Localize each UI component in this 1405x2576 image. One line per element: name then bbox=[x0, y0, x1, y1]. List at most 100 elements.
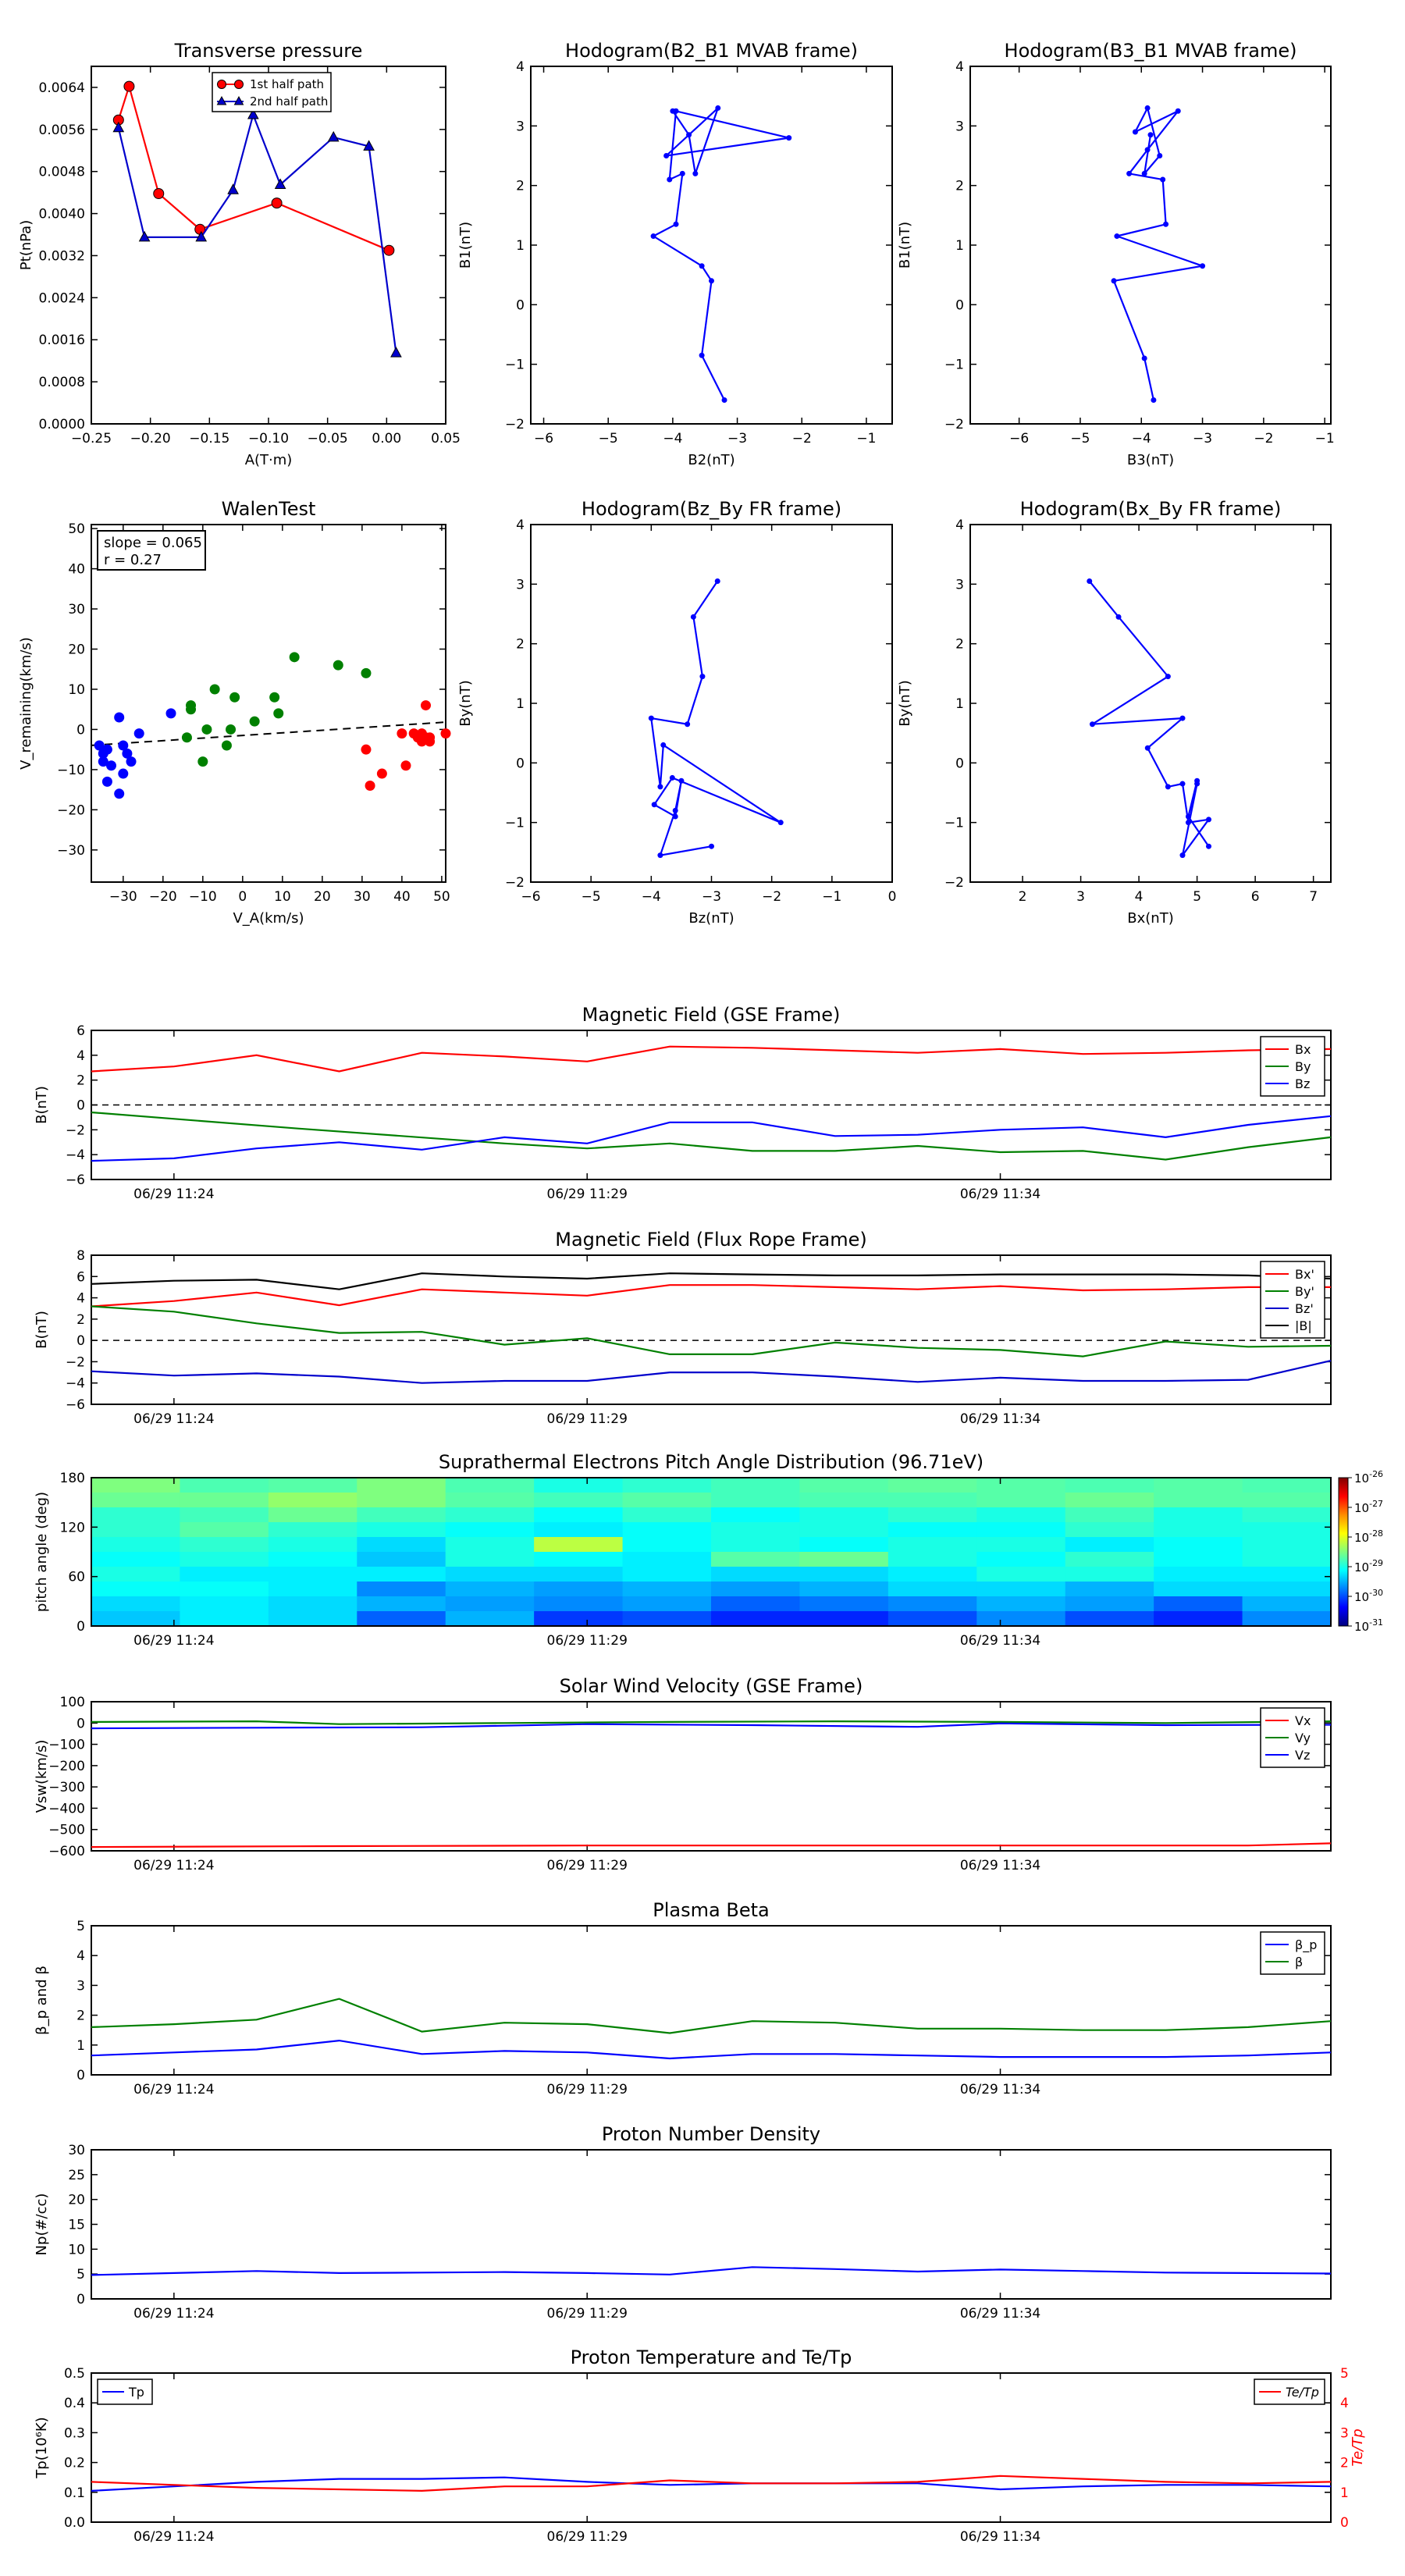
series-line-Vz bbox=[91, 1722, 1332, 1730]
heatmap-cell bbox=[180, 1537, 269, 1553]
legend-label: By bbox=[1295, 1059, 1311, 1074]
y-axis-label: B1(nT) bbox=[457, 222, 474, 269]
y-tick-label: 100 bbox=[60, 1695, 85, 1710]
data-point bbox=[1163, 221, 1169, 227]
heatmap-cell bbox=[799, 1478, 889, 1493]
data-point bbox=[112, 121, 125, 133]
data-point bbox=[420, 700, 431, 711]
x-tick-label: −6 bbox=[534, 431, 553, 447]
legend-label: Vz bbox=[1295, 1748, 1310, 1763]
y-tick-label: 0 bbox=[76, 1619, 85, 1635]
y-axis-label: B1(nT) bbox=[897, 222, 913, 269]
y-tick-label: −20 bbox=[57, 802, 85, 818]
heatmap-cell bbox=[534, 1522, 624, 1538]
legend-label: |B| bbox=[1295, 1318, 1312, 1333]
heatmap-cell bbox=[1065, 1522, 1154, 1538]
data-point bbox=[209, 684, 220, 695]
y-tick-label: 2 bbox=[516, 179, 525, 194]
heatmap-cell bbox=[799, 1507, 889, 1523]
y-axis-label: By(nT) bbox=[897, 680, 913, 726]
data-point bbox=[400, 760, 411, 771]
y-tick-label: 0 bbox=[955, 297, 964, 313]
heatmap-cell bbox=[268, 1567, 357, 1582]
axes-frame bbox=[91, 2372, 1332, 2523]
heatmap-cell bbox=[445, 1552, 535, 1567]
data-point bbox=[1206, 817, 1212, 823]
heatmap-cell bbox=[180, 1552, 269, 1567]
heatmap-cell bbox=[445, 1493, 535, 1508]
data-point bbox=[376, 768, 387, 779]
data-point bbox=[249, 716, 260, 727]
y-axis-label: Pt(nPa) bbox=[18, 220, 34, 270]
y-tick-label: 1 bbox=[516, 696, 525, 712]
heatmap-cell bbox=[887, 1552, 977, 1567]
colorbar-label: 10-26 bbox=[1354, 1469, 1383, 1485]
data-point bbox=[1160, 176, 1166, 183]
x-tick-label: 40 bbox=[393, 889, 411, 905]
legend-box bbox=[212, 72, 332, 112]
chart-title: Proton Temperature and Te/Tp bbox=[571, 2347, 852, 2368]
heatmap-cell bbox=[799, 1493, 889, 1508]
y-tick-label: 0.0024 bbox=[39, 290, 85, 306]
series-line-Bx bbox=[91, 1284, 1331, 1308]
series-line-By bbox=[91, 1305, 1332, 1357]
heatmap-cell bbox=[887, 1567, 977, 1582]
data-point bbox=[1175, 108, 1181, 114]
x-tick-label: −0.05 bbox=[308, 431, 348, 447]
x-tick-label: −0.25 bbox=[71, 431, 112, 447]
x-tick-label: 06/29 11:29 bbox=[547, 1187, 628, 1202]
colorbar bbox=[1338, 1477, 1349, 1627]
heatmap-cell bbox=[711, 1478, 800, 1493]
y-axis-label: pitch angle (deg) bbox=[34, 1492, 50, 1612]
heatmap-cell bbox=[268, 1552, 357, 1567]
y-tick-label: 1 bbox=[516, 238, 525, 254]
heatmap-cell bbox=[711, 1552, 800, 1567]
y-tick-label: 15 bbox=[68, 2218, 85, 2233]
x-tick-label: −5 bbox=[582, 889, 601, 905]
heatmap-cell bbox=[534, 1596, 624, 1612]
y-axis-label: β_p and β bbox=[34, 1966, 50, 2035]
data-point bbox=[721, 397, 727, 403]
colorbar-label: 10-31 bbox=[1354, 1617, 1383, 1634]
heatmap-cell bbox=[976, 1522, 1066, 1538]
panel-h4: Hodogram(Bx_By FR frame) −2 −1 0 1 2 3 4 2 3 4 5 6 7 B… bbox=[897, 498, 1332, 927]
data-point bbox=[101, 776, 112, 787]
heatmap-cell bbox=[357, 1582, 446, 1597]
colorbar-label: 10-27 bbox=[1354, 1499, 1383, 1515]
heatmap-cell bbox=[799, 1582, 889, 1597]
chart-title: Plasma Beta bbox=[653, 1899, 769, 1921]
y-tick-label: 1 bbox=[76, 2038, 85, 2054]
y-tick-label: −1 bbox=[944, 816, 964, 831]
heatmap-cell bbox=[1065, 1493, 1154, 1508]
heatmap-cell bbox=[1242, 1596, 1332, 1612]
y-tick-label: −1 bbox=[505, 358, 525, 373]
series-line-2ndhalfpath bbox=[117, 112, 397, 354]
y-tick-label: 2 bbox=[516, 637, 525, 653]
x-axis-label: B2(nT) bbox=[688, 452, 735, 468]
x-tick-label: −4 bbox=[663, 431, 682, 447]
axes-frame bbox=[91, 1925, 1332, 2076]
data-point bbox=[229, 692, 240, 703]
x-tick-label: 50 bbox=[433, 889, 450, 905]
x-tick-label: 06/29 11:34 bbox=[960, 1858, 1040, 1873]
panel-h2: Hodogram(B3_B1 MVAB frame) −2 −1 0 1 2 3 4 −6 −5 −… bbox=[897, 40, 1335, 468]
y-tick-label: −6 bbox=[66, 1172, 85, 1188]
chart-title: Proton Number Density bbox=[602, 2123, 820, 2145]
y-tick-label: 50 bbox=[68, 521, 85, 537]
x-axis-label: A(T·m) bbox=[245, 452, 293, 468]
heatmap-cell bbox=[1242, 1537, 1332, 1553]
y-axis-label: Vsw(km/s) bbox=[34, 1740, 50, 1813]
data-point bbox=[126, 756, 137, 767]
colorbar-label: 10-30 bbox=[1354, 1588, 1383, 1604]
data-point bbox=[363, 140, 375, 151]
y2-tick-label: 0 bbox=[1340, 2515, 1349, 2531]
colorbar-label: 10-28 bbox=[1354, 1528, 1383, 1545]
heatmap-cell bbox=[799, 1611, 889, 1627]
x-tick-label: −6 bbox=[1009, 431, 1029, 447]
data-point bbox=[1141, 170, 1147, 176]
y-tick-label: −200 bbox=[48, 1759, 85, 1774]
heatmap-cell bbox=[976, 1552, 1066, 1567]
legend-marker bbox=[234, 80, 244, 89]
colorbar-label: 10-29 bbox=[1354, 1558, 1383, 1574]
y-tick-label: 6 bbox=[76, 1269, 85, 1285]
